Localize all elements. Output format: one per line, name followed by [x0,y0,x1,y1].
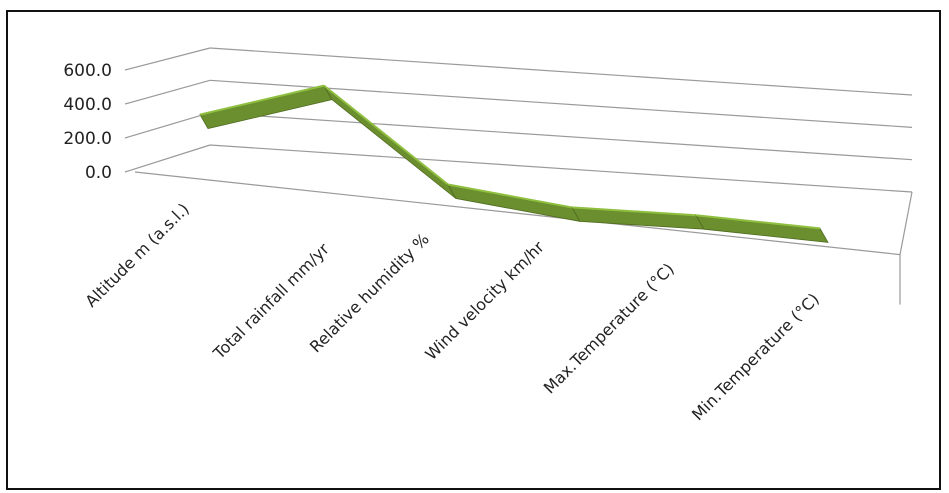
x-category-label: Altitude m (a.s.l.) [81,199,192,310]
x-category-label: Wind velocity km/hr [421,237,548,364]
side-gridline [124,79,211,105]
side-gridline [124,112,211,139]
y-axis-ticks: 0.0 200.0 400.0 600.0 [63,61,112,183]
y-tick-label: 600.0 [63,61,112,81]
y-tick-label: 400.0 [63,95,112,115]
x-category-label: Min.Temperature (°C) [688,289,823,424]
gridline [209,112,913,161]
ribbon-segment [447,183,581,222]
x-axis-labels: Altitude m (a.s.l.) Total rainfall mm/yrR… [81,199,822,424]
x-category-label: Max.Temperature (°C) [540,259,678,397]
ribbon-top-edge [695,214,821,230]
side-gridline [124,47,211,71]
chart-frame [6,10,941,490]
side-gridline [124,144,211,173]
ribbon-segment [199,85,333,130]
y-tick-label: 0.0 [85,163,112,183]
gridline [209,47,913,96]
ribbon-top-edge [447,183,573,209]
ribbon-segment [695,214,829,243]
ribbon-top-edge [323,84,449,186]
gridline [209,144,913,193]
ribbon-top-edge [571,206,697,217]
ribbon-top-edge [199,84,325,116]
floor-front-edge [134,171,901,256]
y-tick-label: 200.0 [63,129,112,149]
series-ribbon [199,84,829,243]
floor-right-edge [899,191,913,255]
